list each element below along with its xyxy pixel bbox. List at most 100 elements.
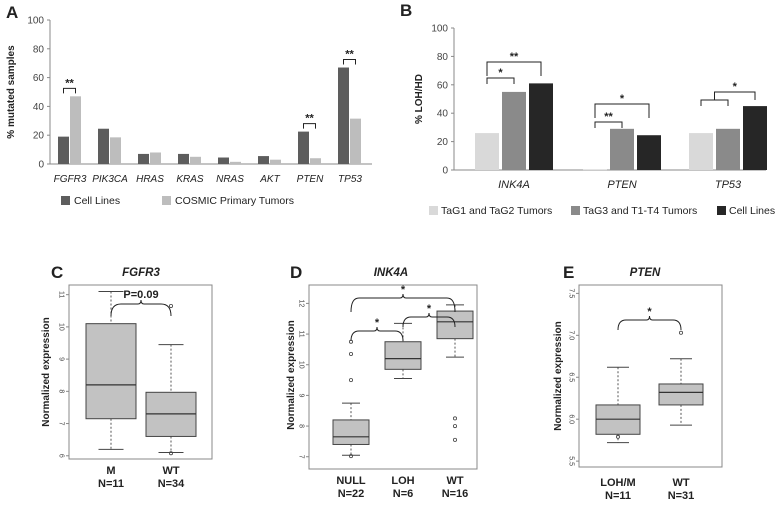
panel-a-category-fgfr3: FGFR3 bbox=[54, 174, 87, 185]
panel-e-loh-m-label: LOH/M bbox=[600, 477, 635, 489]
panel-d-null-outlier bbox=[348, 351, 353, 356]
panel-e-y-tick-6-5: 6.5 bbox=[568, 372, 575, 382]
panel-e-wt-label: WT bbox=[672, 477, 689, 489]
panel-b-y-label: % LOH/HD bbox=[414, 74, 425, 124]
panel-a-bar-cell-lines-tp53 bbox=[338, 67, 349, 164]
panel-e-y-tick-7-0: 7.0 bbox=[568, 330, 575, 340]
panel-b-y-tick-0: 0 bbox=[442, 166, 448, 177]
panel-d-frame bbox=[308, 284, 478, 470]
panel-c-m-label: M bbox=[106, 465, 115, 477]
panel-a-sig-fgfr3-bracket bbox=[63, 87, 76, 94]
panel-d-null-n-label: N=22 bbox=[338, 488, 365, 500]
panel-a-bar-cosmic-primary-tumors-akt bbox=[270, 159, 281, 164]
panel-a-y-tick-80: 80 bbox=[33, 44, 45, 55]
panel-b-bar-cell-lines-ink4a bbox=[529, 83, 553, 170]
panel-e-y-tick-7-5: 7.5 bbox=[568, 289, 575, 299]
panel-b-bar-tag1-and-tag2-tumors-ink4a bbox=[475, 133, 499, 170]
panel-c-wt-outlier bbox=[168, 303, 173, 308]
panel-a-label: A bbox=[6, 3, 18, 22]
panel-b-bar-tag1-and-tag2-tumors-pten bbox=[583, 169, 607, 171]
panel-d-title: INK4A bbox=[374, 267, 409, 279]
panel-b-sig-ink4a-1-bracket bbox=[486, 77, 515, 84]
panel-c-label: C bbox=[51, 263, 63, 282]
panel-a-bar-cosmic-primary-tumors-nras bbox=[230, 161, 241, 164]
panel-d-null-outlier bbox=[348, 454, 353, 459]
panel-a-category-hras: HRAS bbox=[136, 174, 164, 185]
panel-a-category-tp53: TP53 bbox=[338, 174, 362, 185]
panel-b-bar-tag3-and-t1-t4-tumors-ink4a bbox=[502, 91, 526, 170]
panel-d-sig-loh-wt-label: * bbox=[427, 303, 432, 315]
panel-a-sig-fgfr3-label: ** bbox=[65, 77, 74, 89]
panel-b-sig-ink4a-2-label: ** bbox=[510, 51, 519, 63]
panel-b-category-pten: PTEN bbox=[607, 179, 636, 191]
panel-d-sig-null-wt-bracket bbox=[350, 293, 456, 313]
panel-b-legend-swatch-tag1-and-tag2-tumors bbox=[429, 206, 438, 215]
panel-b-y-tick-80: 80 bbox=[437, 52, 449, 63]
panel-a-bar-cell-lines-pten bbox=[298, 131, 309, 164]
panel-d-wt-label: WT bbox=[446, 475, 463, 487]
panel-a-category-pik3ca: PIK3CA bbox=[92, 174, 128, 185]
panel-c-title: FGFR3 bbox=[122, 267, 160, 279]
panel-a-y-tick-100: 100 bbox=[27, 16, 44, 27]
panel-e-y-tick-5-5: 5.5 bbox=[568, 456, 575, 466]
panel-c-y-tick-8: 8 bbox=[58, 389, 65, 393]
panel-a-y-tick-0: 0 bbox=[38, 160, 44, 171]
panel-c-sig-label: P=0.09 bbox=[123, 289, 158, 301]
panel-d-null-box bbox=[332, 419, 370, 445]
panel-b-legend-swatch-cell-lines bbox=[717, 206, 726, 215]
panel-b-bar-tag1-and-tag2-tumors-tp53 bbox=[689, 133, 713, 170]
panel-c-y-tick-11: 11 bbox=[58, 291, 65, 298]
panel-d-y-label: Normalized expression bbox=[286, 320, 297, 429]
panel-a-bar-cell-lines-akt bbox=[258, 156, 269, 164]
panel-d-label: D bbox=[290, 263, 302, 282]
panel-c-wt-n-label: N=34 bbox=[158, 478, 185, 490]
panel-b-sig-pten-1-bracket bbox=[594, 121, 623, 128]
panel-b-category-ink4a: INK4A bbox=[498, 179, 530, 191]
panel-b-y-tick-60: 60 bbox=[437, 80, 449, 91]
panel-d-y-tick-12: 12 bbox=[298, 300, 305, 308]
panel-b-bar-cell-lines-pten bbox=[637, 135, 661, 170]
panel-a-y-tick-20: 20 bbox=[33, 131, 45, 142]
panel-a-mutation-chart: % mutated samples 0 20 40 60 80 100 FGFR3 PIK3… bbox=[6, 16, 372, 207]
panel-e-y-label: Normalized expression bbox=[553, 321, 564, 430]
panel-d-boxplot: INK4A Normalized expression 7 8 9 10 11 12 NU… bbox=[286, 267, 478, 500]
panel-c-wt-label: WT bbox=[162, 465, 179, 477]
panel-a-sig-pten-label: ** bbox=[305, 113, 314, 125]
panel-d-wt-outlier bbox=[452, 416, 457, 421]
panel-a-legend-swatch-cosmic-primary-tumors bbox=[162, 196, 171, 205]
panel-c-m-n-label: N=11 bbox=[98, 478, 124, 490]
panel-a-bar-cell-lines-pik3ca bbox=[98, 128, 109, 164]
panel-b-sig-ink4a-1-label: * bbox=[498, 67, 503, 79]
panel-d-sig-null-loh-bracket bbox=[350, 326, 404, 342]
panel-d-sig-loh-wt-bracket bbox=[402, 312, 456, 328]
panel-e-wt-box bbox=[658, 383, 704, 406]
panel-d-loh-n-label: N=6 bbox=[393, 488, 414, 500]
panel-a-bar-cosmic-primary-tumors-kras bbox=[190, 156, 201, 164]
panel-a-bar-cell-lines-nras bbox=[218, 157, 229, 164]
panel-c-y-tick-9: 9 bbox=[58, 357, 65, 361]
panel-c-y-tick-7: 7 bbox=[58, 422, 65, 426]
panel-c-y-label: Normalized expression bbox=[41, 317, 52, 426]
panel-e-label: E bbox=[563, 263, 574, 282]
panel-d-null-label: NULL bbox=[336, 475, 366, 487]
panel-c-y-tick-10: 10 bbox=[58, 323, 65, 331]
panel-d-y-tick-11: 11 bbox=[298, 330, 305, 337]
panel-d-y-tick-9: 9 bbox=[298, 393, 305, 397]
panel-e-sig-label: * bbox=[647, 306, 652, 318]
panel-d-sig-null-loh-label: * bbox=[375, 317, 380, 329]
panel-e-wt-outlier bbox=[679, 330, 684, 335]
panel-d-y-tick-8: 8 bbox=[298, 424, 305, 428]
panel-a-category-akt: AKT bbox=[259, 174, 280, 185]
panel-b-legend-label-cell-lines: Cell Lines bbox=[729, 205, 775, 217]
panel-b-bar-cell-lines-tp53 bbox=[743, 106, 767, 170]
panel-b-sig-pten-2-bracket bbox=[594, 103, 650, 118]
panel-e-y-tick-6-0: 6.0 bbox=[568, 414, 575, 424]
panel-a-bar-cell-lines-hras bbox=[138, 153, 149, 164]
panel-c-m-box bbox=[85, 323, 137, 420]
panel-b-sig-tp53-inner-bracket bbox=[700, 99, 729, 106]
panel-e-loh-m-outlier bbox=[616, 434, 621, 439]
panel-d-wt-outlier bbox=[452, 437, 457, 442]
panel-b-y-tick-100: 100 bbox=[431, 24, 448, 35]
panel-b-label: B bbox=[400, 1, 412, 20]
